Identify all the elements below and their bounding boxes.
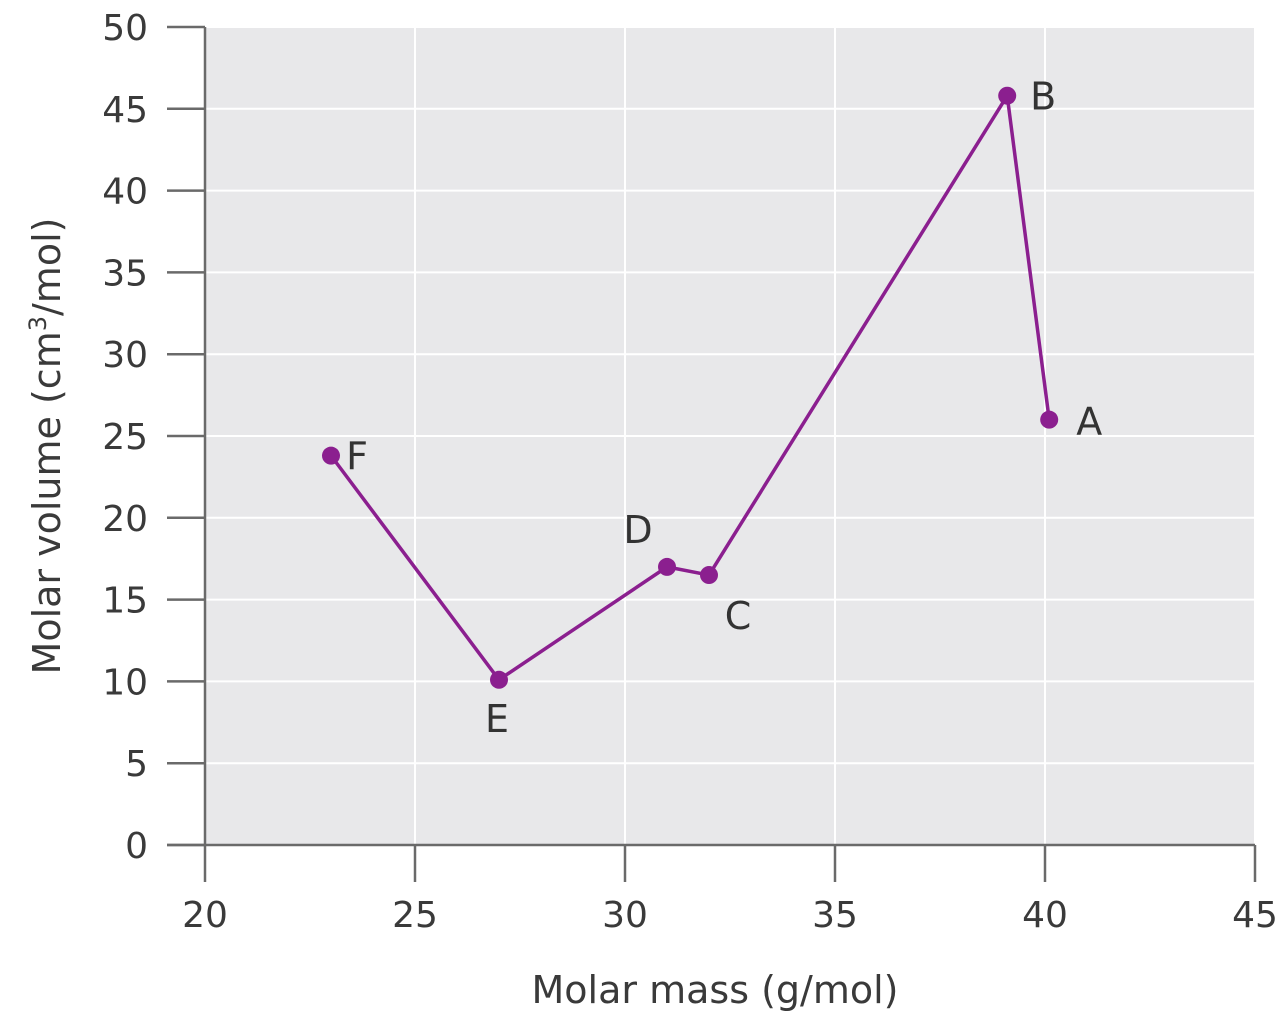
data-label-F: F: [346, 435, 368, 479]
y-axis-ticks: 0 5 10 15 20 25 30 35 40 45 50: [102, 8, 205, 867]
y-axis-title-superscript: 3: [24, 316, 52, 331]
x-tick-label: 20: [182, 895, 228, 936]
x-tick-label: 30: [602, 895, 648, 936]
x-tick-label: 35: [812, 895, 858, 936]
data-label-B: B: [1030, 75, 1056, 119]
data-point-A: [1040, 410, 1059, 429]
data-label-C: C: [725, 594, 752, 638]
data-label-D: D: [623, 508, 652, 552]
series-elements: F E D C B A: [322, 75, 1102, 741]
data-point-F: [322, 446, 340, 465]
y-tick-label: 0: [125, 826, 148, 867]
data-point-E: [490, 670, 508, 689]
grid-lines: [205, 26, 1256, 845]
x-axis-ticks: 20 25 30 35 40 45: [182, 845, 1278, 936]
x-tick-label: 40: [1022, 895, 1068, 936]
y-tick-label: 5: [125, 744, 148, 785]
data-point-D: [658, 557, 676, 576]
series-line: [329, 93, 1051, 682]
y-axis-title-part2: /mol): [25, 218, 69, 316]
y-tick-label: 50: [102, 8, 148, 49]
y-tick-label: 20: [102, 499, 148, 540]
y-tick-label: 35: [102, 253, 148, 294]
x-tick-label: 45: [1232, 895, 1278, 936]
y-tick-label: 15: [102, 581, 148, 622]
data-label-A: A: [1076, 400, 1102, 444]
y-axis-title-part1: Molar volume (cm: [25, 331, 69, 674]
y-tick-label: 30: [102, 335, 148, 376]
y-tick-label: 10: [102, 662, 148, 703]
y-tick-label: 40: [102, 172, 148, 213]
data-point-B: [998, 86, 1017, 105]
y-tick-label: 45: [102, 90, 148, 131]
y-tick-label: 25: [102, 417, 148, 458]
y-axis-title: Molar volume (cm3/mol): [24, 218, 69, 675]
data-label-E: E: [485, 697, 509, 741]
x-axis-title: Molar mass (g/mol): [532, 968, 899, 1012]
data-point-C: [700, 566, 718, 585]
x-tick-label: 25: [392, 895, 438, 936]
